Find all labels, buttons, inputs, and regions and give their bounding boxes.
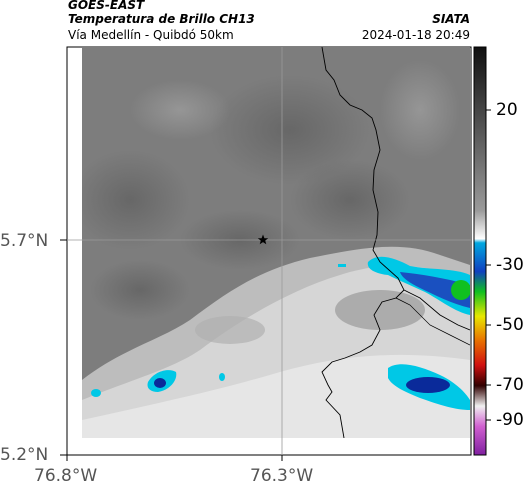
lon-label-76.3: 76.3°W	[250, 466, 314, 486]
satellite-name: GOES-EAST	[68, 0, 145, 12]
colorbar-tick-minus30: -30	[496, 255, 524, 275]
colorbar-tick-minus90: -90	[496, 410, 524, 430]
product-title: Temperatura de Brillo CH13	[68, 12, 255, 26]
region-label: Vía Medellín - Quibdó 50km	[68, 28, 234, 42]
star-icon	[257, 234, 269, 245]
colorbar-tick-minus50: -50	[496, 315, 524, 335]
colorbar	[473, 46, 487, 456]
timestamp: 2024-01-18 20:49	[361, 28, 470, 42]
lon-label-76.8: 76.8°W	[34, 466, 98, 486]
lat-label-5.7: 5.7°N	[0, 231, 49, 251]
lat-label-5.2: 5.2°N	[0, 445, 49, 465]
colorbar-tick-minus70: -70	[496, 375, 524, 395]
source-label: SIATA	[432, 12, 470, 26]
colorbar-tick-20: 20	[496, 100, 518, 120]
department-boundary	[321, 47, 405, 438]
